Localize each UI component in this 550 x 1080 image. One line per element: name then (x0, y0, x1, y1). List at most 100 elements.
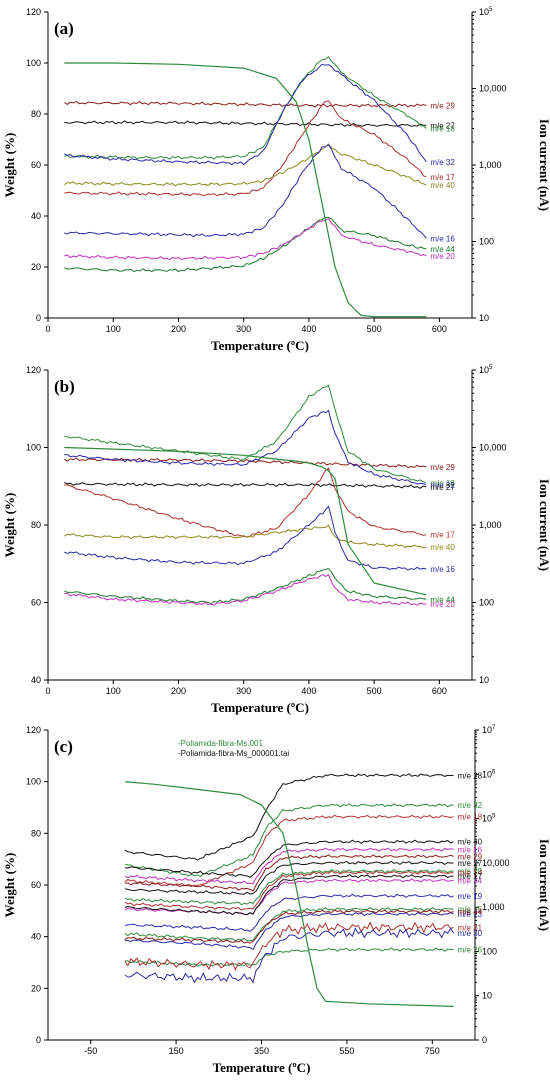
y2-tick-label: 10 (482, 991, 492, 1001)
panel-label: (a) (54, 19, 74, 38)
series-label: m/e 16 (430, 565, 455, 574)
series-line (64, 120, 427, 127)
series-label: m/e 44 (430, 595, 455, 604)
series-label: m/e 17 (430, 531, 455, 540)
series-line (64, 409, 427, 486)
series-label: m/e 16 (458, 846, 483, 855)
series-label: m/e 20 (430, 252, 455, 261)
x-axis-label: Temperature (ºC) (213, 1060, 311, 1075)
series-label: m/e 27 (430, 121, 455, 130)
y2-tick-label: 10 (479, 675, 489, 685)
series-label: m/e 44 (458, 907, 483, 916)
series-line (64, 457, 427, 469)
y2-tick-label: 105 (482, 814, 496, 824)
x-axis-label: Temperature (ºC) (211, 700, 309, 715)
series-line (64, 63, 427, 166)
x-tick-label: 0 (45, 324, 50, 334)
series-line (64, 524, 427, 549)
y-tick-label: 40 (31, 932, 41, 942)
y-tick-label: 80 (31, 520, 41, 530)
series-line (124, 911, 454, 951)
series-label: m/e 29 (458, 852, 483, 861)
series-label: m/e 20 (430, 600, 455, 609)
x-tick-label: 500 (367, 324, 382, 334)
series-label: m/e 18 (458, 813, 483, 822)
series-line (124, 868, 454, 906)
y2-tick-label: 10 (479, 313, 489, 323)
x-tick-label: 100 (106, 686, 121, 696)
series-line (124, 909, 454, 944)
x-tick-label: 550 (339, 1046, 354, 1056)
series-line (64, 467, 427, 538)
series-label: m/e 19 (458, 892, 483, 901)
x-tick-label: 500 (367, 686, 382, 696)
chart-panel-a: 0 100 200 300 400 500 600 0 20 40 60 80 100 120 10 100 1… (2, 7, 550, 353)
panel-label: (c) (54, 737, 73, 756)
y2-tick-label: 106 (482, 769, 496, 779)
series-line (64, 573, 427, 606)
x-axis-label: Temperature (ºC) (211, 338, 309, 353)
series-line (124, 921, 454, 972)
chart-panel-c: -50 150 350 550 750 0 20 40 60 80 100 120 0 10 100 1,00… (2, 725, 550, 1075)
series-label: m/e 32 (458, 801, 483, 810)
y-tick-label: 120 (26, 7, 41, 17)
y-tick-label: 0 (36, 313, 41, 323)
series-label: m/e 20 (458, 867, 483, 876)
y-tick-label: 120 (26, 365, 41, 375)
series-line (124, 893, 454, 932)
x-tick-label: 300 (236, 686, 251, 696)
series-line (64, 216, 427, 273)
x-tick-label: 100 (106, 324, 121, 334)
series-label: m/e 28 (458, 771, 483, 780)
y-tick-label: 100 (26, 443, 41, 453)
series-label: m/e 18 (430, 125, 455, 134)
series-line (64, 568, 427, 605)
y-tick-label: 20 (31, 983, 41, 993)
series-label: m/e 40 (430, 543, 455, 552)
series-label: m/e 27 (430, 483, 455, 492)
series-line (64, 143, 427, 187)
y2-tick-label: 10,000 (479, 84, 507, 94)
y2-tick-label: 1,000 (479, 160, 502, 170)
y2-axis-label: Ion current (nA) (537, 839, 550, 931)
series-label: m/e 32 (430, 158, 455, 167)
y2-axis-label: Ion current (nA) (537, 119, 550, 211)
y-tick-label: 40 (31, 211, 41, 221)
weight-curve (64, 446, 427, 596)
y-tick-label: 80 (31, 109, 41, 119)
series-line (124, 927, 455, 984)
series-label: m/e 29 (430, 463, 455, 472)
x-tick-label: -50 (84, 1046, 97, 1056)
y2-tick-label: 100 (482, 946, 497, 956)
x-tick-label: 750 (425, 1046, 440, 1056)
y2-axis-label: Ion current (nA) (537, 479, 550, 571)
weight-curve (124, 781, 454, 1007)
x-tick-label: 300 (236, 324, 251, 334)
y2-tick-label: 1,000 (479, 520, 502, 530)
y2-tick-label: 105 (479, 7, 493, 17)
series-line (64, 100, 427, 197)
y-tick-label: 60 (31, 880, 41, 890)
series-label: m/e 16 (430, 234, 455, 243)
y2-tick-label: 1,000 (482, 902, 505, 912)
y-tick-label: 120 (26, 725, 41, 735)
series-line (124, 839, 454, 878)
series-label: m/e 44 (430, 245, 455, 254)
x-tick-label: 350 (254, 1046, 269, 1056)
series-label: m/e 15 (458, 905, 483, 914)
y-axis-label: Weight (%) (2, 853, 17, 918)
series-label: m/e 31 (458, 923, 483, 932)
series-label: m/e 40 (458, 838, 483, 847)
series-line (124, 870, 454, 911)
y2-tick-label: 10,000 (482, 858, 510, 868)
series-line (124, 906, 454, 942)
x-tick-label: 600 (432, 686, 447, 696)
series-line (64, 55, 427, 160)
y2-tick-label: 100 (479, 598, 494, 608)
series-label: m/e 40 (430, 181, 455, 190)
series-label: m/e 17 (430, 173, 455, 182)
series-label: m/e 32 (430, 481, 455, 490)
x-tick-label: 400 (301, 686, 316, 696)
series-label: m/e 34 (458, 876, 483, 885)
